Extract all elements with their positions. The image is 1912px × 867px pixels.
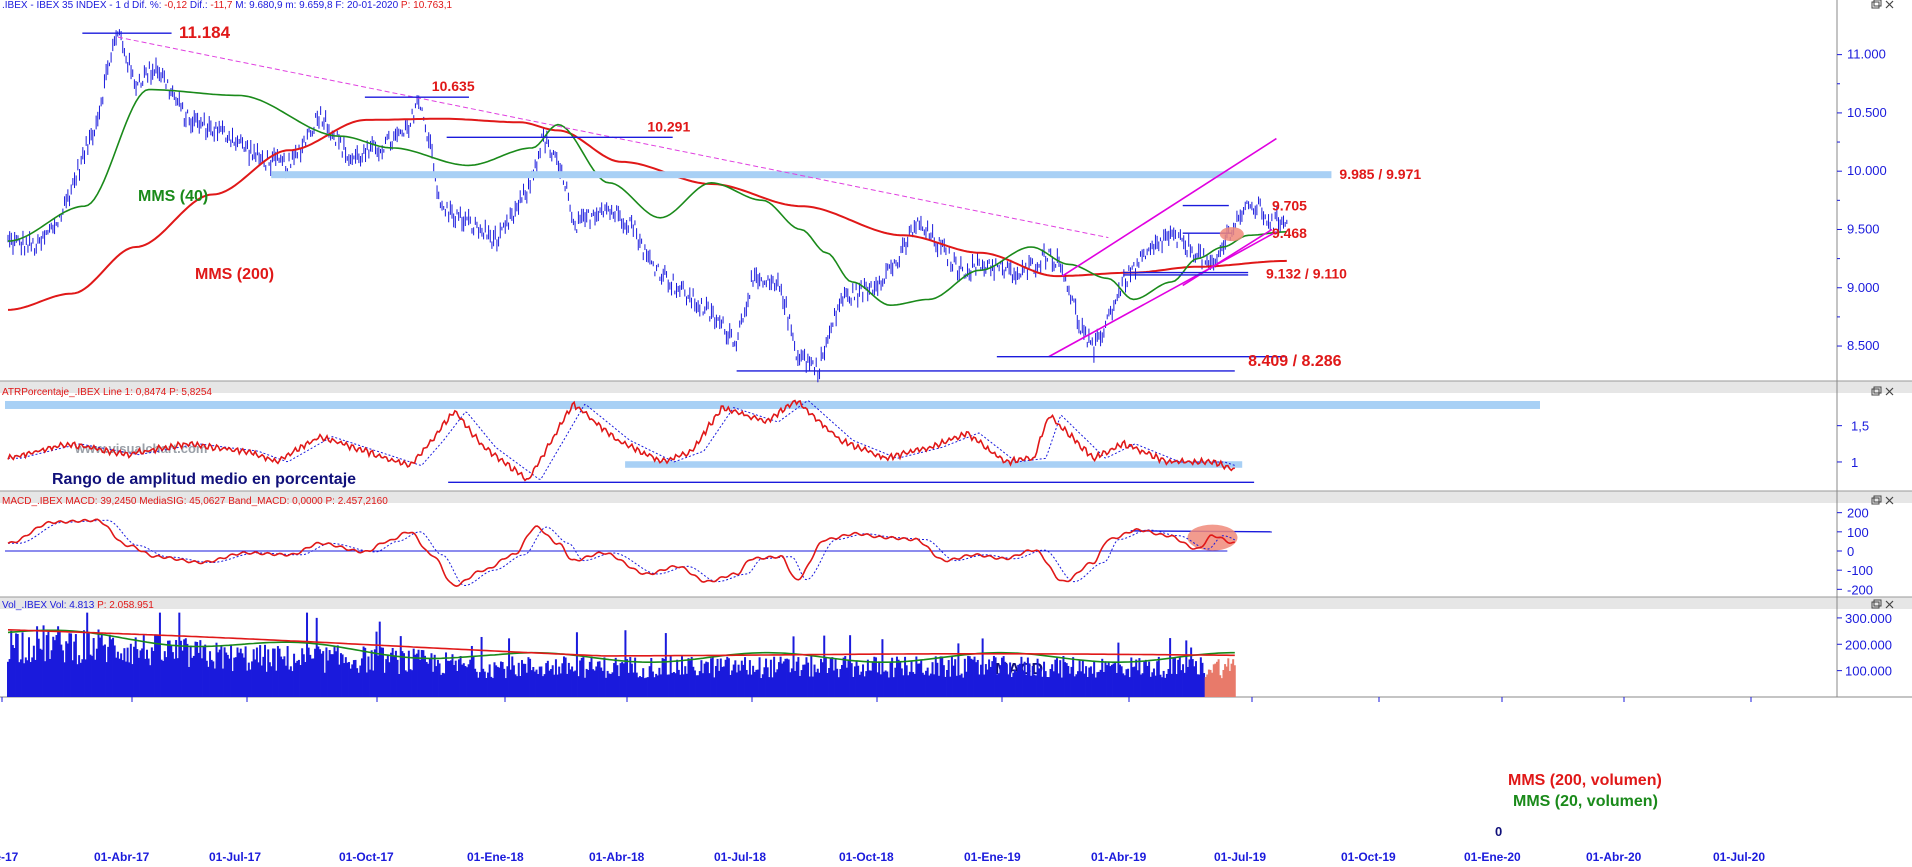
volume-axis-label: 300.000 bbox=[1845, 611, 1892, 626]
price-axis-label: 11.000 bbox=[1847, 47, 1886, 62]
channel-lower-extension bbox=[1182, 228, 1273, 287]
panel-header-bar bbox=[0, 491, 1912, 503]
atr-axis-label: 1 bbox=[1851, 455, 1858, 470]
macd-axis-label: -100 bbox=[1847, 563, 1873, 578]
time-axis-label: 01-Jul-20 bbox=[1713, 850, 1765, 864]
price-axis-label: 9.000 bbox=[1847, 280, 1880, 295]
atr-signal-line bbox=[8, 400, 1235, 480]
atr-band-bottom bbox=[625, 461, 1243, 468]
panel-header-part: ATRPorcentaje_.IBEX Line 1: 0,8474 bbox=[2, 387, 169, 398]
panel-header-part: M: 9.680,9 m: 9.659,8 F: 20-01-2020 bbox=[232, 0, 400, 11]
window-close-icon[interactable] bbox=[1885, 387, 1894, 396]
time-axis-label: 01-Oct-18 bbox=[839, 850, 894, 864]
volume-axis-label: 100.000 bbox=[1845, 664, 1892, 679]
time-axis-label: 01-Abr-18 bbox=[589, 850, 645, 864]
time-axis-label: 01-Abr-17 bbox=[94, 850, 150, 864]
time-axis-label: 01-Ene-19 bbox=[964, 850, 1021, 864]
panel-header-part: -0,12 bbox=[164, 0, 187, 11]
volume-zero-label: 0 bbox=[1495, 824, 1502, 839]
volume-mms-200-label: MMS (200, volumen) bbox=[1508, 772, 1662, 789]
atr-annotation: Rango de amplitud medio en porcentaje bbox=[52, 471, 356, 488]
highlight-ellipse bbox=[1219, 227, 1244, 242]
macd-signal-line bbox=[8, 519, 1236, 587]
panel-header-bar bbox=[0, 597, 1912, 609]
time-axis-label: ne-17 bbox=[0, 850, 19, 864]
window-restore-icon[interactable] bbox=[1873, 0, 1882, 7]
price-axis-label: 10.000 bbox=[1847, 163, 1887, 178]
price-axis-label: 8.500 bbox=[1847, 338, 1880, 353]
panel-header-atr: ATRPorcentaje_.IBEX Line 1: 0,8474 P: 5,… bbox=[2, 387, 212, 398]
macd-axis-label: 200 bbox=[1847, 506, 1869, 521]
atr-band-top bbox=[5, 400, 1540, 409]
panel-header-part: -11,7 bbox=[210, 0, 232, 11]
atr-line bbox=[7, 399, 1235, 482]
panel-header-part: .IBEX - IBEX 35 INDEX - 1 d Dif. %: bbox=[2, 0, 164, 11]
channel-upper-line bbox=[1061, 137, 1277, 277]
watermark: www.visualchart.com bbox=[74, 441, 207, 456]
volume-mms-20-label: MMS (20, volumen) bbox=[1513, 793, 1658, 810]
time-axis-label: 01-Jul-17 bbox=[209, 850, 261, 864]
level-label: 10.291 bbox=[647, 118, 690, 134]
level-label: 9.468 bbox=[1272, 225, 1307, 241]
panel-header-part: Vol_.IBEX Vol: 4.813 bbox=[2, 600, 97, 611]
window-restore-icon[interactable] bbox=[1871, 1, 1880, 9]
macd-axis-label: -200 bbox=[1847, 582, 1873, 597]
level-label: 9.132 / 9.110 bbox=[1266, 266, 1347, 282]
price-bars bbox=[7, 29, 1288, 383]
window-restore-icon[interactable] bbox=[1873, 386, 1882, 394]
macd-line bbox=[7, 518, 1235, 588]
level-label: 9.705 bbox=[1272, 198, 1307, 214]
panel-header-price: .IBEX - IBEX 35 INDEX - 1 d Dif. %: -0,1… bbox=[2, 0, 453, 11]
time-axis-label: 01-Jul-19 bbox=[1214, 850, 1266, 864]
macd-axis-label: 100 bbox=[1847, 525, 1869, 540]
level-label: 10.635 bbox=[432, 78, 475, 94]
window-restore-icon[interactable] bbox=[1871, 388, 1880, 396]
panel-header-part: P: 5,8254 bbox=[169, 387, 212, 398]
mms-200-label: MMS (200) bbox=[195, 266, 274, 283]
panel-header-macd: MACD_.IBEX MACD: 39,2450 MediaSIG: 45,06… bbox=[2, 496, 388, 507]
window-restore-icon[interactable] bbox=[1873, 495, 1882, 503]
macd-highlight-ellipse bbox=[1187, 524, 1238, 551]
price-axis-label: 10.500 bbox=[1847, 105, 1887, 120]
mms-200-line bbox=[7, 117, 1287, 311]
volume-mms-20-line bbox=[7, 629, 1235, 663]
level-label: 9.985 / 9.971 bbox=[1339, 166, 1421, 182]
panel-header-volume: Vol_.IBEX Vol: 4.813 P: 2.058.951 bbox=[2, 600, 154, 611]
time-axis-label: 01-Ene-20 bbox=[1464, 850, 1521, 864]
window-restore-icon[interactable] bbox=[1873, 599, 1882, 607]
panel-header-part: P: 2.058.951 bbox=[97, 600, 154, 611]
mms-40-line bbox=[7, 88, 1287, 307]
volume-bars bbox=[7, 612, 1236, 697]
atr-axis-label: 1,5 bbox=[1851, 419, 1869, 434]
panel-header-part: P: 10.763,1 bbox=[401, 0, 453, 11]
window-restore-icon[interactable] bbox=[1871, 497, 1880, 505]
volume-mms-200-line bbox=[7, 629, 1235, 657]
time-axis-label: 01-Abr-19 bbox=[1091, 850, 1147, 864]
time-axis-label: 01-Ene-18 bbox=[467, 850, 524, 864]
mms-40-label: MMS (40) bbox=[138, 188, 208, 205]
price-axis-label: 9.500 bbox=[1847, 221, 1880, 236]
time-axis-label: 01-Oct-17 bbox=[339, 850, 394, 864]
time-axis-label: 01-Jul-18 bbox=[714, 850, 766, 864]
volume-axis-label: 200.000 bbox=[1845, 637, 1892, 652]
panel-header-part: Dif.: bbox=[187, 0, 210, 11]
panel-header-bar bbox=[0, 381, 1912, 393]
level-label: 8.409 / 8.286 bbox=[1248, 353, 1342, 370]
window-close-icon[interactable] bbox=[1885, 600, 1894, 609]
resistance-band bbox=[271, 171, 1332, 179]
channel-lower-line bbox=[1048, 231, 1277, 358]
panel-header-part: P: 2.457,2160 bbox=[326, 496, 389, 507]
macd-axis-label: 0 bbox=[1847, 544, 1854, 559]
window-restore-icon[interactable] bbox=[1871, 601, 1880, 609]
time-axis-label: 01-Abr-20 bbox=[1586, 850, 1642, 864]
window-close-icon[interactable] bbox=[1885, 0, 1894, 9]
time-axis-label: 01-Oct-19 bbox=[1341, 850, 1396, 864]
panel-header-part: MACD_.IBEX MACD: 39,2450 MediaSIG: 45,06… bbox=[2, 496, 326, 507]
window-close-icon[interactable] bbox=[1885, 496, 1894, 505]
level-label: 11.184 bbox=[179, 23, 231, 42]
